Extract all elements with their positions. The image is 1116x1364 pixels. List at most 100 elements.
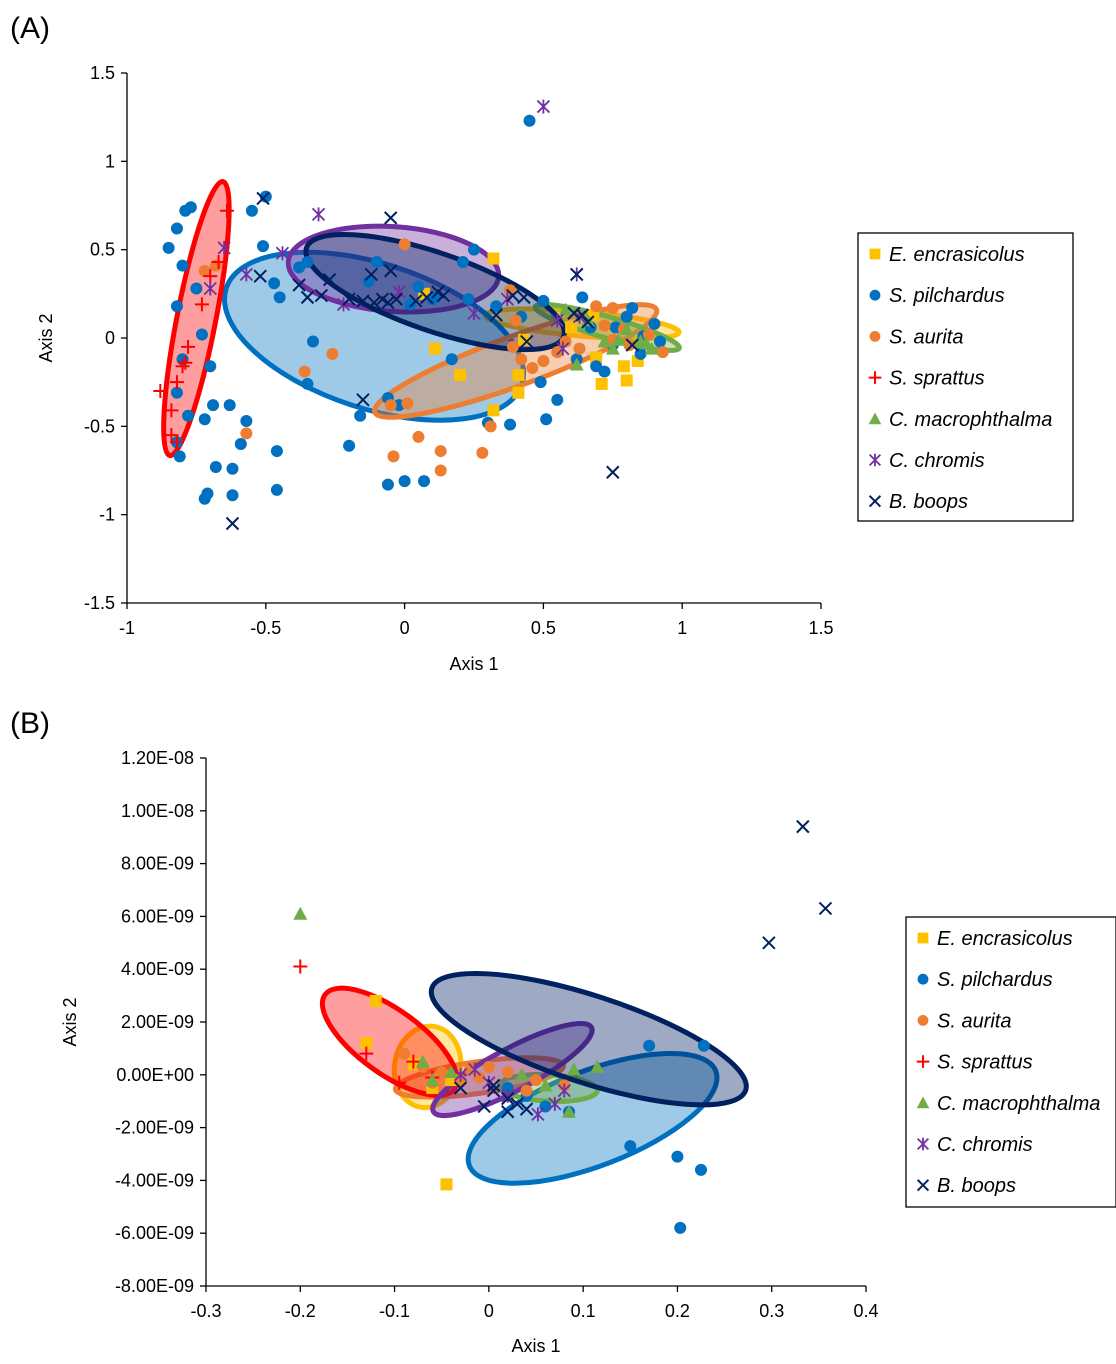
data-point <box>207 399 220 412</box>
data-point <box>194 297 209 312</box>
data-point <box>292 278 306 292</box>
data-point <box>412 280 425 293</box>
legend-swatch <box>917 932 929 944</box>
data-point <box>293 959 308 974</box>
data-point <box>162 241 175 254</box>
data-point <box>198 413 211 426</box>
data-point <box>462 293 475 306</box>
data-point <box>256 191 270 206</box>
y-tick-label: 0.00E+00 <box>116 1065 194 1085</box>
x-axis-title: Axis 1 <box>449 654 498 674</box>
data-point <box>653 335 666 348</box>
data-point <box>300 290 315 305</box>
data-point <box>170 222 183 235</box>
y-tick-label: 8.00E-09 <box>121 854 194 874</box>
data-point <box>209 460 222 473</box>
x-tick-label: -0.3 <box>190 1301 221 1321</box>
legend-label: B. boops <box>937 1175 1016 1197</box>
x-tick-label: 0.3 <box>759 1301 784 1321</box>
data-point <box>178 355 193 370</box>
data-point <box>275 246 290 261</box>
legend-swatch <box>916 1055 930 1068</box>
data-point <box>520 1084 533 1097</box>
legend-swatch <box>916 1096 930 1109</box>
data-point <box>418 475 431 488</box>
data-point <box>590 1059 605 1073</box>
data-point <box>306 335 319 348</box>
y-tick-label: 1.00E-08 <box>121 801 194 821</box>
data-point <box>387 450 400 463</box>
legend-swatch <box>869 289 881 301</box>
legend-swatch <box>868 412 882 425</box>
y-tick-label: 6.00E-09 <box>121 906 194 926</box>
legend-label: S. pilchardus <box>937 969 1053 991</box>
points-layer <box>153 99 669 531</box>
data-point <box>468 1062 482 1077</box>
data-point <box>606 465 620 479</box>
data-point <box>482 1060 495 1073</box>
data-point <box>643 1039 656 1052</box>
data-point <box>453 1067 468 1082</box>
data-point <box>434 445 447 458</box>
data-point <box>467 306 481 321</box>
points-layer <box>293 819 833 1234</box>
data-point <box>540 413 553 426</box>
data-point <box>420 290 434 305</box>
data-point <box>674 1221 687 1234</box>
data-point <box>169 435 184 450</box>
y-tick-label: 1 <box>105 151 115 171</box>
data-point <box>198 492 211 505</box>
y-tick-label: -0.5 <box>84 416 115 436</box>
data-point <box>454 369 467 382</box>
legend-label: E. encrasicolus <box>937 928 1073 950</box>
data-point <box>576 291 589 304</box>
y-tick-label: -6.00E-09 <box>115 1223 194 1243</box>
x-tick-label: 0.4 <box>853 1301 878 1321</box>
legend-box <box>905 916 1116 1208</box>
x-tick-label: -0.2 <box>285 1301 316 1321</box>
legend-swatch <box>868 453 882 467</box>
data-point <box>551 393 564 406</box>
data-point <box>617 360 630 373</box>
y-tick-label: 4.00E-09 <box>121 959 194 979</box>
legend-swatch <box>869 248 881 260</box>
data-point <box>556 341 570 356</box>
data-point <box>364 267 378 282</box>
data-point <box>436 288 451 303</box>
x-tick-label: 0.5 <box>531 618 556 638</box>
y-tick-label: 0 <box>105 328 115 348</box>
data-point <box>538 1078 553 1092</box>
data-point <box>359 1046 374 1061</box>
data-point <box>408 294 423 308</box>
data-point <box>501 1088 515 1103</box>
data-point <box>489 308 503 322</box>
data-point <box>343 439 356 452</box>
data-point <box>456 256 469 269</box>
chart-panel-a: (A)-1.5-1-0.500.511.5-1 -0.5 0 0.5 1 1.5Axis … <box>10 12 1074 674</box>
data-point <box>217 240 231 255</box>
legend-label: S. aurita <box>937 1010 1011 1032</box>
legend-label: C. macrophthalma <box>937 1093 1100 1115</box>
data-point <box>170 300 183 313</box>
data-point <box>392 1075 407 1090</box>
chart-panel-b: (B) -8.00E-09 -6.00E-09 -4.00E-09 -2.00E-09 0… <box>10 707 1116 1356</box>
y-tick-label: 2.00E-09 <box>121 1012 194 1032</box>
y-tick-label: 0.5 <box>90 240 115 260</box>
data-point <box>381 295 395 310</box>
data-point <box>369 994 382 1007</box>
data-point <box>619 322 634 336</box>
data-point <box>293 906 308 920</box>
data-point <box>598 365 611 378</box>
data-point <box>270 483 283 496</box>
x-tick-label: -0.5 <box>250 618 281 638</box>
y-tick-label: -1.5 <box>84 593 115 613</box>
data-point <box>473 1071 486 1084</box>
x-tick-label: -1 <box>119 618 135 638</box>
legend-swatch <box>869 331 881 342</box>
data-point <box>354 409 367 422</box>
x-tick-label: 0 <box>484 1301 494 1321</box>
y-tick-label: 1.5 <box>90 63 115 83</box>
data-point <box>501 1091 515 1106</box>
data-point <box>429 342 442 355</box>
data-point <box>606 301 619 314</box>
